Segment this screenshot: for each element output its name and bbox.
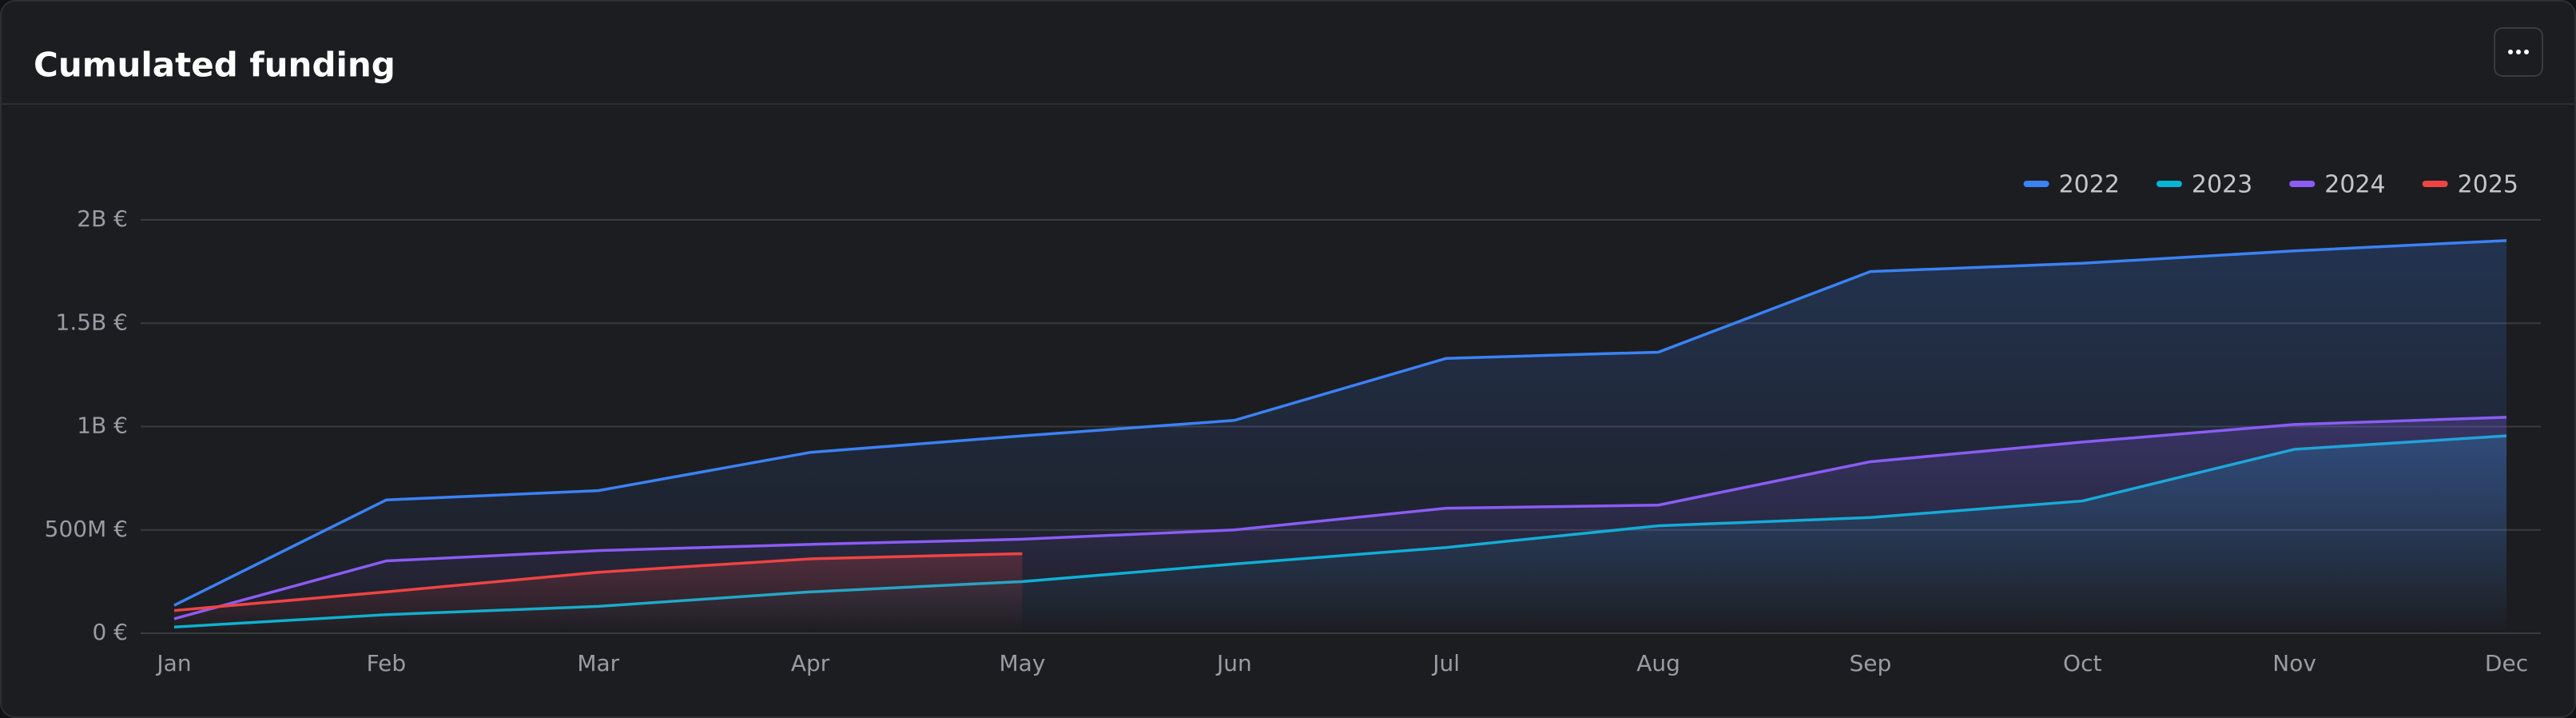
x-tick-label: Apr	[791, 650, 830, 676]
menu-button[interactable]	[2494, 27, 2543, 77]
y-tick-label: 2B €	[77, 205, 128, 232]
y-tick-label: 1.5B €	[56, 309, 128, 335]
menu-dot	[2508, 50, 2513, 54]
x-tick-label: Sep	[1850, 650, 1892, 676]
chart-title: Cumulated funding	[34, 46, 396, 85]
x-tick-label: Jul	[1431, 650, 1460, 676]
legend-label: 2024	[2324, 171, 2385, 199]
x-tick-label: Feb	[367, 650, 407, 676]
x-tick-label: Dec	[2485, 650, 2528, 676]
legend-label: 2022	[2059, 171, 2120, 199]
legend-item: 2022	[2023, 171, 2120, 199]
y-tick-label: 1B €	[77, 413, 128, 439]
x-tick-label: Nov	[2272, 650, 2316, 676]
y-tick-label: 0 €	[92, 619, 128, 645]
x-tick-label: Oct	[2063, 650, 2101, 676]
x-tick-label: Jan	[155, 650, 191, 676]
legend-label: 2023	[2192, 171, 2252, 199]
x-tick-label: Jun	[1215, 650, 1252, 676]
legend-label: 2025	[2458, 171, 2518, 199]
legend-item: 2024	[2289, 171, 2386, 199]
series-line	[173, 416, 2507, 620]
x-tick-label: May	[1000, 650, 1046, 676]
series-line	[173, 239, 2507, 607]
series-line	[173, 552, 1023, 612]
x-tick-label: Aug	[1636, 650, 1680, 676]
y-tick-label: 500M €	[45, 516, 128, 542]
legend-item: 2025	[2422, 171, 2518, 199]
x-tick-label: Mar	[577, 650, 619, 676]
menu-dot	[2516, 50, 2521, 54]
legend-item: 2023	[2156, 171, 2252, 199]
menu-dot	[2524, 50, 2529, 54]
series-area	[174, 553, 1023, 633]
